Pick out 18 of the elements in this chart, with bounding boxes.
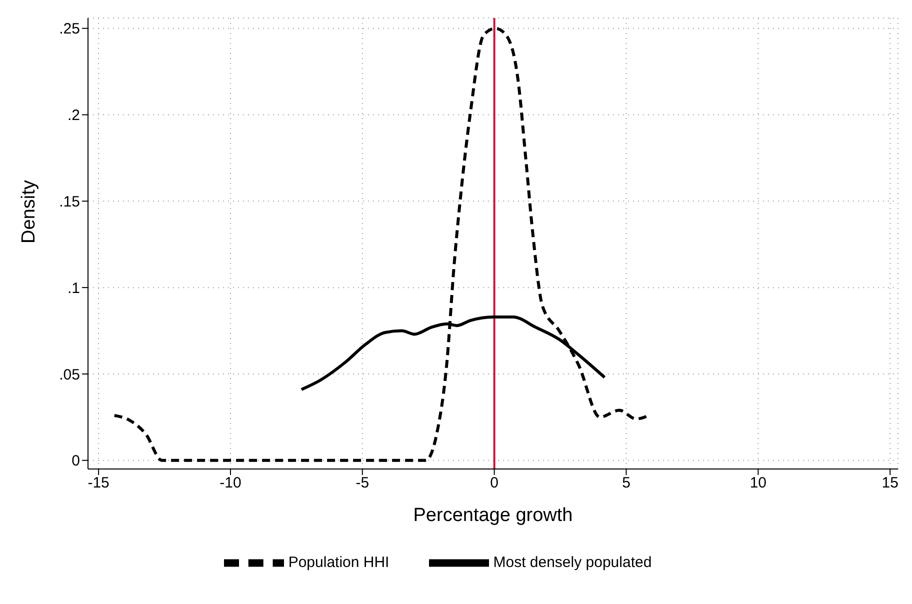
x-tick-label: -10 <box>220 474 242 492</box>
y-tick-label: .25 <box>59 20 80 38</box>
legend-label: Most densely populated <box>493 554 652 571</box>
y-tick-label: .15 <box>59 193 80 210</box>
y-tick-label: 0 <box>72 452 80 470</box>
y-tick-label: .2 <box>67 107 80 124</box>
x-tick-label: 10 <box>750 474 767 492</box>
x-axis-title: Percentage growth <box>413 505 573 526</box>
x-tick-label: -5 <box>356 474 370 492</box>
y-tick-label: .05 <box>59 366 80 384</box>
line-series <box>300 315 606 392</box>
y-tick-label: .1 <box>67 280 80 297</box>
x-tick-label: 15 <box>882 474 898 492</box>
x-tick-label: -15 <box>88 474 110 492</box>
x-tick-label: 5 <box>622 474 630 492</box>
x-tick-label: 0 <box>490 474 498 492</box>
legend-label: Population HHI <box>288 554 390 571</box>
y-axis-title: Density <box>18 180 40 244</box>
